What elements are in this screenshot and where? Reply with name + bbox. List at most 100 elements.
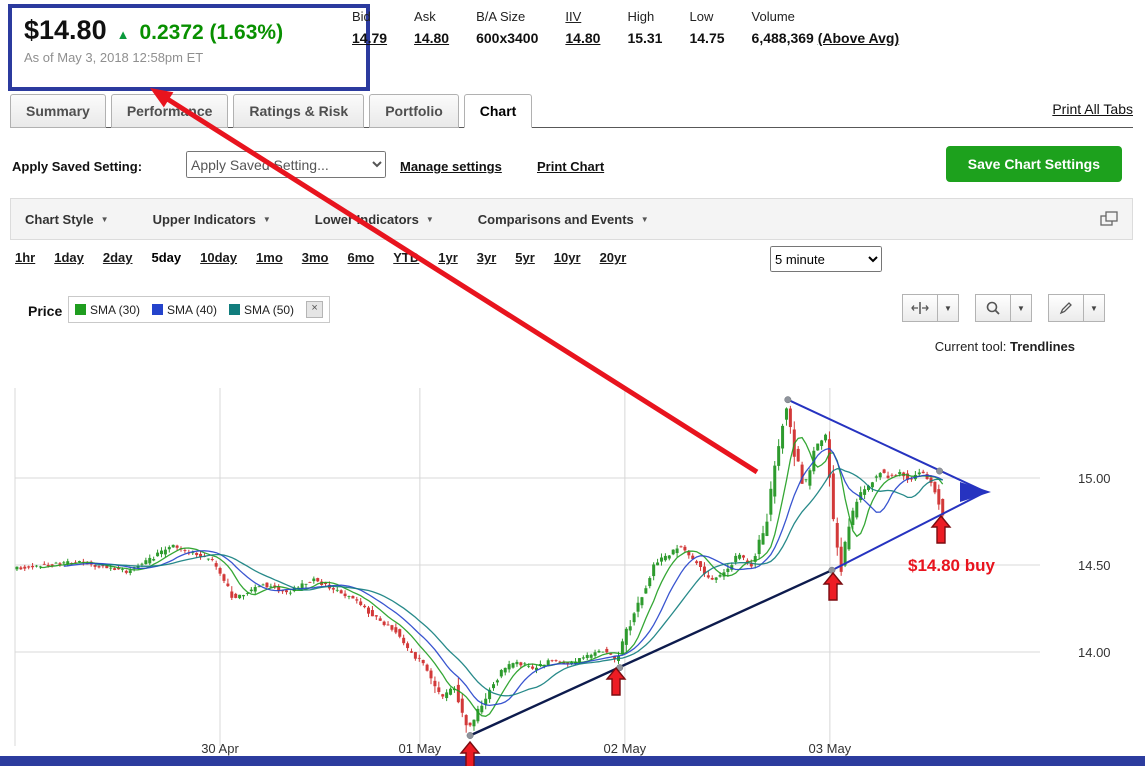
print-chart-link[interactable]: Print Chart	[537, 159, 605, 174]
legend-label: SMA (50)	[244, 302, 295, 317]
legend-item: SMA (30)	[75, 303, 140, 317]
period-10yr[interactable]: 10yr	[553, 250, 581, 265]
tab-ratings-risk[interactable]: Ratings & Risk	[233, 94, 365, 128]
stat-value: 14.75	[689, 30, 724, 46]
current-tool-label: Current tool:	[934, 339, 1007, 354]
stat-label: Volume	[751, 9, 795, 24]
stat-value: 6,488,369 (Above Avg)	[752, 30, 900, 46]
tab-summary[interactable]: Summary	[10, 94, 106, 128]
period-20yr[interactable]: 20yr	[599, 250, 627, 265]
period-1day[interactable]: 1day	[54, 250, 84, 265]
period-3yr[interactable]: 3yr	[476, 250, 497, 265]
stat-value-text: 15.31	[627, 30, 663, 46]
save-chart-settings-button[interactable]: Save Chart Settings	[945, 146, 1122, 182]
print-all-tabs-link[interactable]: Print All Tabs	[1052, 101, 1133, 117]
stat-value: 600x3400	[476, 30, 538, 46]
period-2day[interactable]: 2day	[102, 250, 133, 265]
menu-label: Lower Indicators	[314, 211, 419, 227]
quote-stat-low: Low 14.75	[689, 9, 724, 46]
current-tool-text: Current tool: Trendlines	[935, 339, 1075, 354]
tab-chart[interactable]: Chart	[463, 94, 533, 128]
axis-dropdown-chevron-icon[interactable]: ▼	[938, 294, 959, 322]
interval-select[interactable]: 5 minute	[770, 246, 882, 272]
chevron-down-icon: ▼	[640, 214, 649, 224]
svg-text:15.00: 15.00	[1078, 471, 1111, 486]
tab-strip: Summary Performance Ratings & Risk Portfoli…	[10, 91, 1133, 128]
svg-text:14.00: 14.00	[1078, 645, 1111, 660]
chart-tool-buttons: ▼ ▼ ▼	[902, 294, 1105, 322]
quote-stat-high: High 15.31	[627, 9, 662, 46]
stat-value: 14.80	[414, 30, 449, 46]
axis-scale-icon[interactable]	[902, 294, 938, 322]
quote-stat-iiv: IIV 14.80	[565, 9, 600, 46]
stat-label: High	[627, 9, 655, 24]
quote-stats: Bid 14.79 Ask 14.80 B/A Size 600x3400 IIV 14.80…	[352, 9, 899, 46]
quote-line: $14.80 ▲ 0.2372 (1.63%)	[24, 15, 354, 46]
quote-box: $14.80 ▲ 0.2372 (1.63%) As of May 3, 201…	[8, 4, 370, 91]
stat-label: Low	[689, 9, 714, 24]
manage-settings-link[interactable]: Manage settings	[400, 159, 502, 174]
legend-item: SMA (40)	[152, 303, 217, 317]
up-arrow-icon: ▲	[116, 27, 130, 42]
menu-upper-indicators[interactable]: Upper Indicators ▼	[153, 212, 271, 227]
period-5yr[interactable]: 5yr	[515, 250, 535, 265]
stat-value: 14.80	[565, 30, 600, 46]
period-3mo[interactable]: 3mo	[301, 250, 329, 265]
menu-label: Upper Indicators	[152, 211, 256, 227]
popout-icon[interactable]	[1100, 211, 1118, 227]
draw-dropdown-chevron-icon[interactable]: ▼	[1084, 294, 1105, 322]
stat-label: Bid	[352, 9, 371, 24]
menu-comparisons-and-events[interactable]: Comparisons and Events ▼	[478, 212, 649, 227]
legend-swatch	[229, 304, 241, 315]
stat-value-text: 600x3400	[476, 30, 539, 46]
quote-stat-ask: Ask 14.80	[414, 9, 449, 46]
tab-portfolio[interactable]: Portfolio	[369, 94, 459, 128]
stat-value-text[interactable]: 14.80	[565, 30, 601, 46]
menu-label: Chart Style	[25, 211, 94, 227]
period-6mo[interactable]: 6mo	[347, 250, 375, 265]
zoom-tool-group: ▼	[975, 294, 1032, 322]
period-ytd[interactable]: YTD	[393, 250, 420, 265]
draw-tool-group: ▼	[1048, 294, 1105, 322]
price-pane-label: Price	[28, 303, 63, 319]
saved-setting-select[interactable]: Apply Saved Setting...	[186, 151, 386, 178]
pencil-icon[interactable]	[1048, 294, 1084, 322]
menu-chart-style[interactable]: Chart Style ▼	[25, 212, 109, 227]
menu-lower-indicators[interactable]: Lower Indicators ▼	[315, 212, 434, 227]
legend-label: SMA (30)	[90, 302, 141, 317]
stat-value-text[interactable]: 14.80	[414, 30, 450, 46]
sma-legend: SMA (30) SMA (40) SMA (50) ×	[68, 296, 331, 323]
stat-suffix-link[interactable]: (Above Avg)	[817, 30, 900, 46]
stat-label: Ask	[414, 9, 436, 24]
quote-timestamp: As of May 3, 2018 12:58pm ET	[24, 50, 204, 65]
svg-text:14.50: 14.50	[1078, 558, 1111, 573]
chevron-down-icon: ▼	[262, 214, 271, 224]
chart-toolbar: Chart Style ▼ Upper Indicators ▼ Lower Indic…	[10, 198, 1133, 240]
legend-label: SMA (40)	[167, 302, 218, 317]
stat-label[interactable]: IIV	[565, 9, 582, 24]
legend-swatch	[152, 304, 164, 315]
stat-value: 15.31	[627, 30, 662, 46]
period-5day[interactable]: 5day	[151, 250, 182, 265]
chevron-down-icon: ▼	[425, 214, 434, 224]
period-1hr[interactable]: 1hr	[15, 250, 36, 265]
tab-performance[interactable]: Performance	[110, 94, 229, 128]
time-range-row: 1hr 1day 2day 5day 10day 1mo 3mo 6mo YTD 1yr 3yr 5y…	[15, 250, 626, 265]
bottom-scrollbar[interactable]	[0, 756, 1145, 766]
last-price: $14.80	[24, 15, 107, 45]
zoom-icon[interactable]	[975, 294, 1011, 322]
stat-value-text[interactable]: 14.79	[352, 30, 388, 46]
period-1yr[interactable]: 1yr	[438, 250, 458, 265]
axis-tool-group: ▼	[902, 294, 959, 322]
period-1mo[interactable]: 1mo	[256, 250, 283, 265]
quote-stat-b-a-size: B/A Size 600x3400	[476, 9, 538, 46]
legend-item: SMA (50)	[229, 303, 294, 317]
apply-saved-setting-label: Apply Saved Setting:	[12, 159, 143, 174]
legend-close-icon[interactable]: ×	[306, 301, 324, 318]
price-change: 0.2372 (1.63%)	[139, 21, 284, 44]
stat-value: 14.79	[352, 30, 387, 46]
period-10day[interactable]: 10day	[200, 250, 238, 265]
chart-plot-area[interactable]	[15, 388, 1040, 746]
zoom-dropdown-chevron-icon[interactable]: ▼	[1011, 294, 1032, 322]
